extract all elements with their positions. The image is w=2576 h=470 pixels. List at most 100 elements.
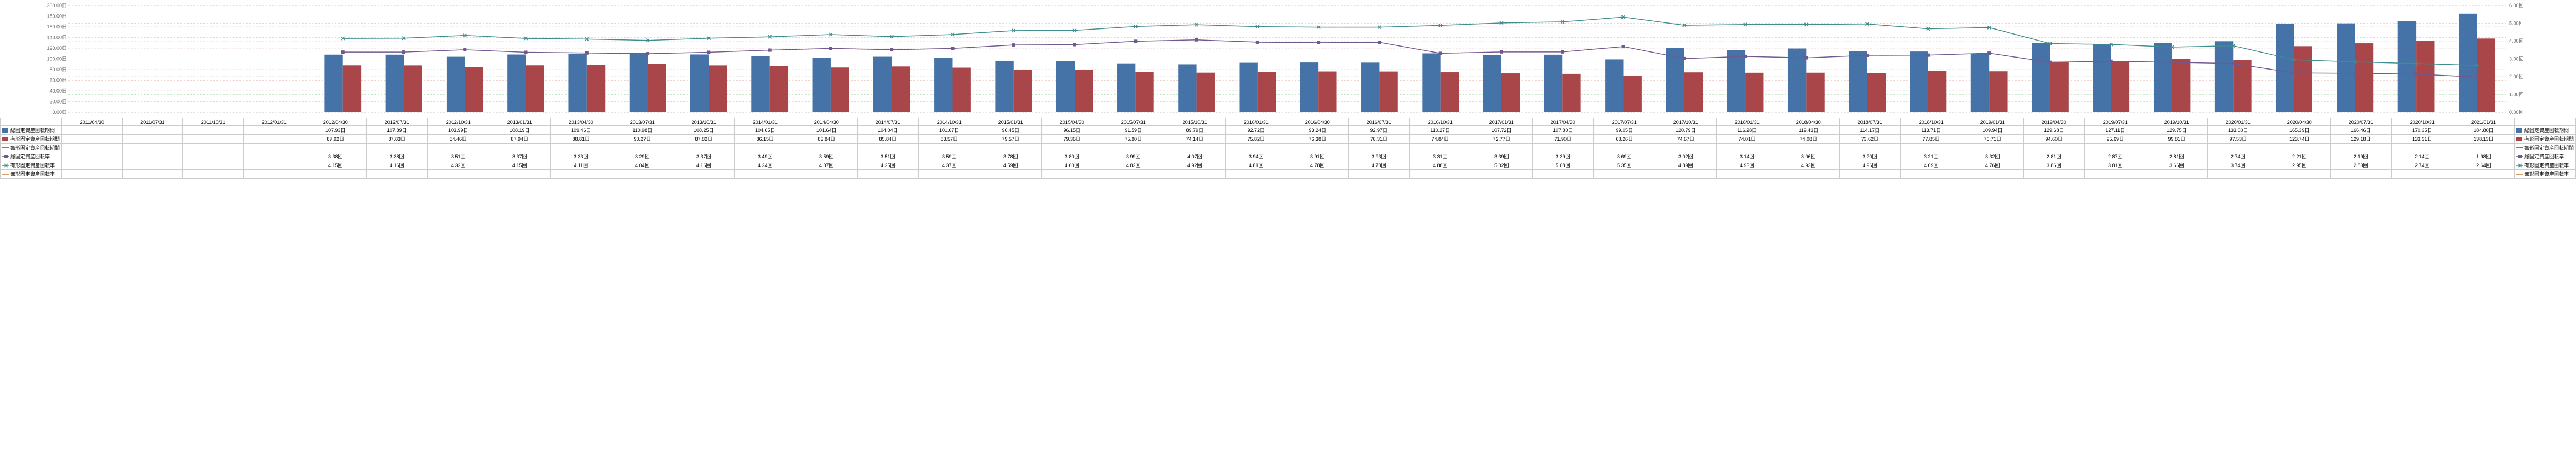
cell: 4.69回 bbox=[1900, 161, 1962, 170]
date-header: 2013/07/31 bbox=[612, 118, 673, 126]
bar bbox=[2050, 62, 2068, 112]
date-header: 2014/10/31 bbox=[918, 118, 980, 126]
date-header: 2017/01/31 bbox=[1471, 118, 1532, 126]
cell: 92.97日 bbox=[1348, 126, 1409, 135]
bar bbox=[1544, 55, 1562, 112]
cell bbox=[612, 144, 673, 152]
cell: 85.84日 bbox=[857, 135, 918, 144]
cell bbox=[796, 170, 857, 179]
cell bbox=[1839, 144, 1900, 152]
cell: 3.93回 bbox=[1348, 152, 1409, 161]
bar bbox=[2477, 38, 2495, 112]
bar bbox=[1806, 73, 1824, 112]
date-header: 2018/04/30 bbox=[1778, 118, 1839, 126]
cell bbox=[62, 152, 123, 161]
cell bbox=[243, 170, 305, 179]
cell bbox=[2084, 170, 2146, 179]
cell bbox=[918, 144, 980, 152]
cell: 2.81回 bbox=[2146, 152, 2207, 161]
date-header: 2018/01/31 bbox=[1716, 118, 1778, 126]
date-header: 2017/07/31 bbox=[1593, 118, 1655, 126]
svg-text:6.00回: 6.00回 bbox=[2509, 3, 2524, 8]
cell: 68.26日 bbox=[1593, 135, 1655, 144]
cell bbox=[1839, 170, 1900, 179]
bar bbox=[751, 56, 769, 112]
cell bbox=[2330, 144, 2391, 152]
date-header: 2012/01/31 bbox=[243, 118, 305, 126]
cell: 1.98回 bbox=[2453, 152, 2514, 161]
cell bbox=[1532, 170, 1593, 179]
bar bbox=[568, 54, 586, 112]
cell: 4.16回 bbox=[366, 161, 427, 170]
bar bbox=[2398, 21, 2416, 112]
bar bbox=[404, 65, 422, 112]
cell: 91.59日 bbox=[1103, 126, 1164, 135]
bar bbox=[1178, 64, 1196, 112]
bar bbox=[892, 66, 910, 112]
cell: 4.15回 bbox=[305, 161, 366, 170]
cell: 2.64回 bbox=[2453, 161, 2514, 170]
svg-text:180.00日: 180.00日 bbox=[47, 14, 67, 19]
date-header: 2011/10/31 bbox=[183, 118, 244, 126]
cell: 4.93回 bbox=[1778, 161, 1839, 170]
bar bbox=[2337, 24, 2355, 112]
cell: 138.13日 bbox=[2453, 135, 2514, 144]
bar bbox=[1014, 70, 1032, 112]
cell: 83.57日 bbox=[918, 135, 980, 144]
cell: 4.32回 bbox=[427, 161, 489, 170]
svg-text:140.00日: 140.00日 bbox=[47, 35, 67, 41]
cell: 87.83日 bbox=[366, 135, 427, 144]
bar bbox=[770, 66, 788, 112]
cell bbox=[918, 170, 980, 179]
cell: 95.69日 bbox=[2084, 135, 2146, 144]
cell: 107.89日 bbox=[366, 126, 427, 135]
cell bbox=[1103, 144, 1164, 152]
date-header: 2014/01/31 bbox=[734, 118, 796, 126]
cell: 110.98日 bbox=[612, 126, 673, 135]
bar bbox=[1605, 59, 1623, 112]
cell: 92.72日 bbox=[1225, 126, 1287, 135]
bar bbox=[1928, 71, 1946, 112]
cell: 4.88回 bbox=[1409, 161, 1471, 170]
cell: 2.83回 bbox=[2330, 161, 2391, 170]
cell: 89.79日 bbox=[1164, 126, 1225, 135]
bar bbox=[2459, 14, 2477, 112]
cell: 107.80日 bbox=[1532, 126, 1593, 135]
bar bbox=[648, 64, 666, 112]
cell bbox=[183, 170, 244, 179]
cell bbox=[122, 144, 183, 152]
cell bbox=[1593, 144, 1655, 152]
cell bbox=[1225, 170, 1287, 179]
svg-text:200.00日: 200.00日 bbox=[47, 3, 67, 8]
cell bbox=[62, 135, 123, 144]
bar bbox=[1989, 71, 2007, 112]
cell: 4.04回 bbox=[612, 161, 673, 170]
cell: 4.07回 bbox=[1164, 152, 1225, 161]
cell: 74.84日 bbox=[1409, 135, 1471, 144]
bar bbox=[2111, 61, 2129, 112]
bar bbox=[507, 55, 526, 112]
cell: 94.60日 bbox=[2023, 135, 2084, 144]
cell: 4.89回 bbox=[1655, 161, 1716, 170]
cell bbox=[1471, 144, 1532, 152]
cell: 129.68日 bbox=[2023, 126, 2084, 135]
date-header: 2021/01/31 bbox=[2453, 118, 2514, 126]
cell: 76.31日 bbox=[1348, 135, 1409, 144]
svg-text:20.00日: 20.00日 bbox=[49, 99, 67, 105]
bar bbox=[934, 58, 952, 112]
bar bbox=[2294, 46, 2312, 112]
cell: 109.94日 bbox=[1962, 126, 2023, 135]
cell: 3.59回 bbox=[918, 152, 980, 161]
bar bbox=[1562, 74, 1580, 112]
cell: 4.11回 bbox=[550, 161, 612, 170]
cell: 96.15日 bbox=[1041, 126, 1103, 135]
cell: 75.80日 bbox=[1103, 135, 1164, 144]
svg-text:40.00日: 40.00日 bbox=[49, 88, 67, 94]
cell: 107.72日 bbox=[1471, 126, 1532, 135]
bar bbox=[2416, 41, 2434, 112]
cell bbox=[62, 144, 123, 152]
series-right-label: 総固定資産回転率 bbox=[2514, 152, 2575, 161]
cell bbox=[183, 161, 244, 170]
cell: 120.79日 bbox=[1655, 126, 1716, 135]
cell bbox=[1655, 144, 1716, 152]
